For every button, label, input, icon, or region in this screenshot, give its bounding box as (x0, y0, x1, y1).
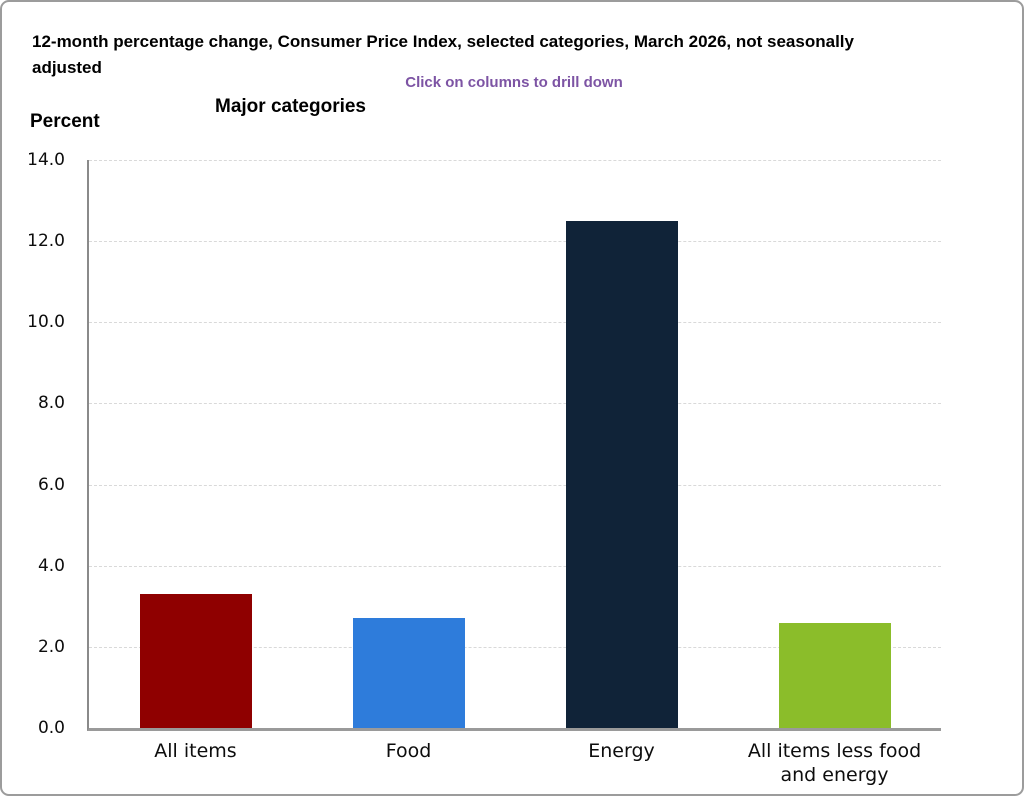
gridline (89, 646, 941, 648)
y-tick-label: 12.0 (27, 231, 65, 252)
bar-all-items[interactable] (139, 594, 252, 728)
gridline (89, 322, 941, 324)
gridline (89, 484, 941, 486)
y-tick-label: 8.0 (37, 393, 65, 414)
gridline (89, 160, 941, 161)
drilldown-note: Click on columns to drill down (405, 74, 623, 91)
gridline (89, 241, 941, 243)
x-axis-label: All items less food and energy (747, 740, 922, 786)
y-tick-label: 6.0 (37, 474, 65, 495)
y-tick-label: 2.0 (37, 636, 65, 657)
x-axis-label: Energy (588, 740, 655, 762)
y-axis-title: Percent (30, 111, 100, 132)
x-axis-label: All items (154, 740, 237, 762)
x-axis-label: Food (385, 740, 432, 762)
gridline (89, 565, 941, 567)
plot-area: 0.0 2.0 4.0 6.0 8.0 10.0 12.0 14.0 All items Foo… (27, 150, 941, 786)
y-tick-label: 10.0 (27, 312, 65, 333)
bar-energy[interactable] (565, 220, 678, 728)
page-title: 12-month percentage change, Consumer Pri… (32, 32, 854, 77)
bar-food[interactable] (352, 618, 465, 728)
y-tick-label: 0.0 (37, 718, 65, 738)
chart-title: Major categories (215, 96, 366, 117)
y-tick-label: 4.0 (37, 555, 65, 576)
bar-all-items-less-food-and-energy[interactable] (778, 622, 891, 728)
gridline (89, 403, 941, 405)
y-tick-label: 14.0 (27, 150, 65, 170)
